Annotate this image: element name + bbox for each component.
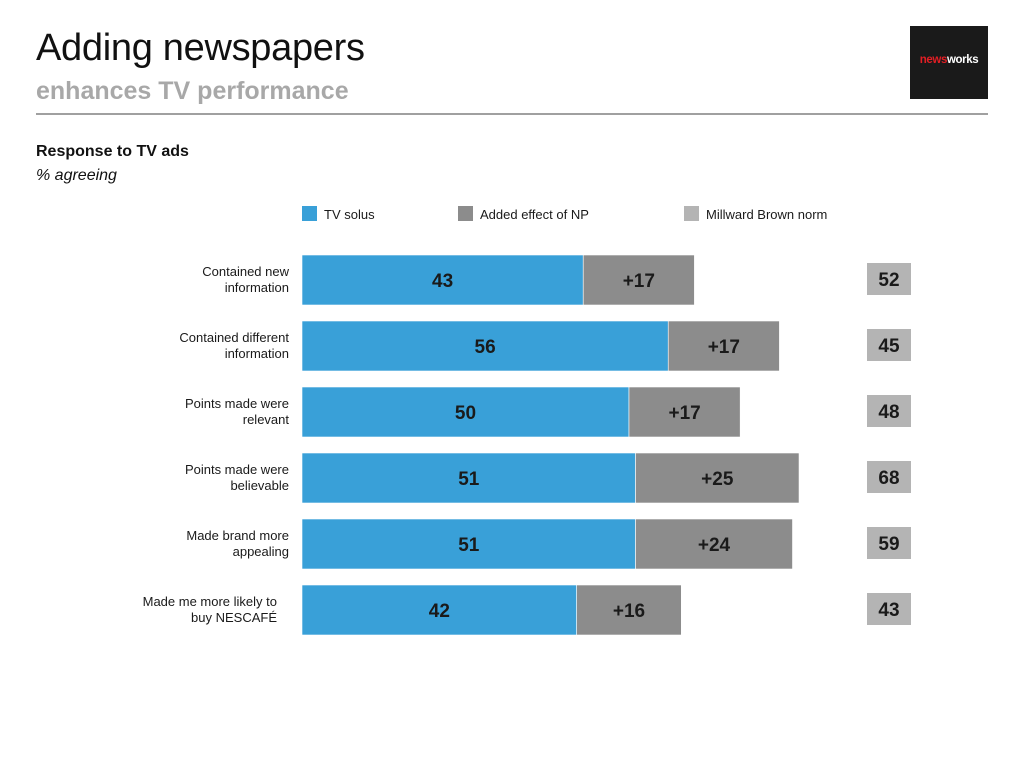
norm-box bbox=[867, 395, 911, 427]
bar-added-np bbox=[667, 320, 780, 372]
category-label: Contained different bbox=[179, 330, 289, 345]
logo-wordmark: newsworks bbox=[910, 54, 988, 66]
bar-label-added-np: +17 bbox=[623, 271, 655, 292]
category-label: believable bbox=[230, 478, 289, 493]
category-label: Made me more likely to bbox=[143, 594, 277, 609]
bar-tv-solus bbox=[301, 386, 630, 438]
norm-value-label: 68 bbox=[878, 468, 899, 489]
bar-label-tv-solus: 43 bbox=[432, 271, 453, 292]
category-label: appealing bbox=[233, 544, 289, 559]
bar-label-added-np: +16 bbox=[613, 601, 645, 622]
norm-box bbox=[867, 593, 911, 625]
norm-value-label: 43 bbox=[878, 600, 899, 621]
category-label: Contained new bbox=[202, 264, 289, 279]
bar-label-tv-solus: 56 bbox=[475, 337, 496, 358]
newsworks-logo: newsworks bbox=[910, 26, 988, 99]
bar-label-tv-solus: 50 bbox=[455, 403, 476, 424]
legend-swatch bbox=[458, 206, 473, 221]
category-label: buy NESCAFÉ bbox=[191, 610, 277, 625]
logo-news-text: news bbox=[919, 54, 948, 66]
bar-tv-solus bbox=[301, 452, 636, 504]
legend-swatch bbox=[302, 206, 317, 221]
legend-label: Millward Brown norm bbox=[706, 207, 827, 222]
bar-added-np bbox=[582, 254, 695, 306]
category-label: relevant bbox=[243, 412, 290, 427]
bar-label-tv-solus: 51 bbox=[458, 535, 480, 556]
chart-title: Response to TV ads bbox=[36, 143, 189, 160]
norm-value-label: 48 bbox=[878, 402, 899, 423]
category-label: information bbox=[225, 280, 289, 295]
chart-unit-label: % agreeing bbox=[36, 167, 117, 184]
legend-swatch bbox=[684, 206, 699, 221]
norm-value-label: 52 bbox=[878, 270, 899, 291]
page-subtitle: enhances TV performance bbox=[36, 77, 349, 105]
page-title: Adding newspapers bbox=[36, 27, 365, 69]
bar-tv-solus bbox=[301, 584, 577, 636]
bar-label-tv-solus: 51 bbox=[458, 469, 480, 490]
bar-label-added-np: +25 bbox=[701, 469, 734, 490]
bar-tv-solus bbox=[301, 320, 669, 372]
norm-box bbox=[867, 329, 911, 361]
category-label: information bbox=[225, 346, 289, 361]
category-label: Points made were bbox=[185, 462, 289, 477]
logo-works-text: works bbox=[946, 54, 979, 66]
norm-value-label: 59 bbox=[878, 534, 899, 555]
bar-added-np bbox=[635, 452, 800, 504]
norm-value-label: 45 bbox=[878, 336, 900, 357]
bar-label-added-np: +17 bbox=[708, 337, 740, 358]
bar-label-tv-solus: 42 bbox=[429, 601, 450, 622]
bar-tv-solus bbox=[301, 254, 584, 306]
norm-box bbox=[867, 527, 911, 559]
bar-tv-solus bbox=[301, 518, 636, 570]
bar-added-np bbox=[576, 584, 682, 636]
category-label: Points made were bbox=[185, 396, 289, 411]
legend-label: Added effect of NP bbox=[480, 207, 589, 222]
norm-box bbox=[867, 263, 911, 295]
legend-label: TV solus bbox=[324, 207, 375, 222]
norm-box bbox=[867, 461, 911, 493]
bar-label-added-np: +17 bbox=[668, 403, 700, 424]
category-label: Made brand more bbox=[186, 528, 289, 543]
logo-n-mark bbox=[910, 26, 988, 99]
bar-added-np bbox=[635, 518, 793, 570]
bar-label-added-np: +24 bbox=[698, 535, 731, 556]
title-divider bbox=[36, 113, 988, 115]
bar-added-np bbox=[628, 386, 741, 438]
